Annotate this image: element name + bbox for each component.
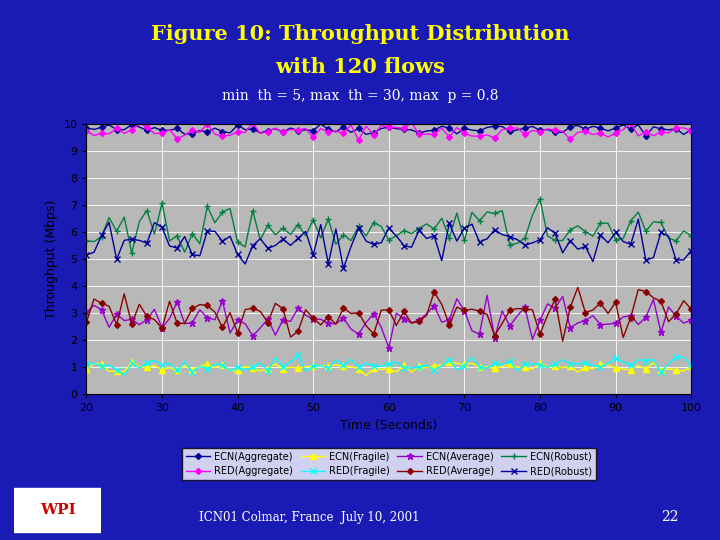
Y-axis label: Throughput (Mbps): Throughput (Mbps) (45, 200, 58, 319)
Text: Figure 10: Throughput Distribution: Figure 10: Throughput Distribution (150, 24, 570, 44)
Text: 22: 22 (661, 510, 678, 524)
Text: ICN01 Colmar, France  July 10, 2001: ICN01 Colmar, France July 10, 2001 (199, 511, 420, 524)
Text: min  th = 5, max  th = 30, max  p = 0.8: min th = 5, max th = 30, max p = 0.8 (222, 89, 498, 103)
X-axis label: Time (Seconds): Time (Seconds) (340, 419, 438, 432)
Text: with 120 flows: with 120 flows (275, 57, 445, 77)
Text: WPI: WPI (40, 503, 76, 517)
FancyBboxPatch shape (14, 488, 101, 532)
Legend: ECN(Aggregate), RED(Aggregate), ECN(Fragile), RED(Fragile), ECN(Average), RED(Av: ECN(Aggregate), RED(Aggregate), ECN(Frag… (182, 448, 595, 480)
